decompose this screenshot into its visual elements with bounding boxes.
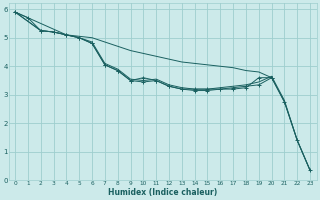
X-axis label: Humidex (Indice chaleur): Humidex (Indice chaleur) — [108, 188, 217, 197]
